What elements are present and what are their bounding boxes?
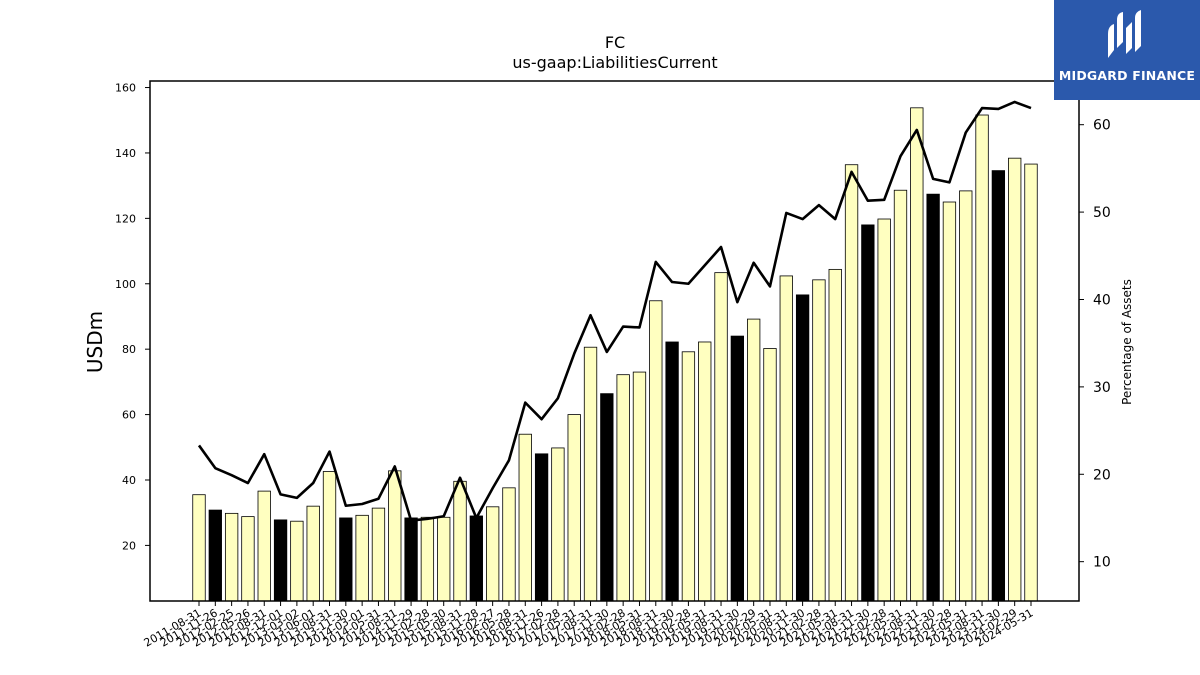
y2-tick-label-10: 10 <box>1093 555 1111 571</box>
bar-2018-11-30 <box>665 341 679 602</box>
bar-2021-02-28 <box>812 279 826 602</box>
logo-mark-icon <box>1108 10 1141 58</box>
y2-tick-label-20: 20 <box>1093 467 1111 483</box>
bar-2018-08-31 <box>649 300 663 602</box>
y-tick-label-140: 140 <box>115 147 136 160</box>
bar-2017-05-31 <box>567 414 581 602</box>
bar-2012-08-31 <box>257 490 271 602</box>
bar-2023-08-31 <box>975 114 989 602</box>
y-tick-label-100: 100 <box>115 278 136 291</box>
bar-2015-02-28 <box>420 516 435 602</box>
y-tick-label-120: 120 <box>115 212 136 225</box>
bar-2013-08-31 <box>322 471 337 602</box>
y-tick-label-20: 20 <box>122 539 136 552</box>
percentage-line <box>197 100 1032 522</box>
x-axis-ticks: 2011-08-312011-11-262012-02-252012-05-26… <box>142 601 1036 650</box>
bar-2022-05-31 <box>893 189 908 602</box>
bar-2024-05-31 <box>1024 163 1038 602</box>
bar-2019-02-28 <box>681 351 696 602</box>
bar-series <box>192 107 1038 602</box>
bar-2021-05-31 <box>828 268 842 602</box>
bar-2017-02-28 <box>551 447 565 602</box>
chart-title: FC <box>605 33 625 52</box>
bar-2019-11-30 <box>730 335 744 602</box>
bar-2024-02-29 <box>1008 157 1022 602</box>
midgard-finance-logo: MIDGARD FINANCE <box>1054 0 1200 100</box>
bar-2020-05-31 <box>763 348 777 602</box>
bar-2014-05-31 <box>371 507 386 602</box>
y2-tick-label-60: 60 <box>1093 118 1111 134</box>
bar-2012-02-25 <box>224 512 239 602</box>
bar-2019-05-31 <box>698 341 712 602</box>
y-tick-label-40: 40 <box>122 474 136 487</box>
bar-2016-11-26 <box>534 453 549 602</box>
bar-2020-02-29 <box>747 318 761 602</box>
bar-2023-02-28 <box>942 201 957 602</box>
bar-2022-02-28 <box>877 218 891 602</box>
bar-2013-11-30 <box>339 517 353 602</box>
bar-2012-12-01 <box>273 519 288 602</box>
bar-2022-08-31 <box>910 107 924 602</box>
bar-2015-08-31 <box>453 480 467 602</box>
plot-frame <box>149 80 1080 602</box>
bar-2011-11-26 <box>208 509 222 602</box>
bar-2017-08-31 <box>583 346 598 602</box>
y2-axis-label: Percentage of Assets <box>1120 279 1134 405</box>
bar-2020-11-30 <box>795 294 810 602</box>
percentage-line-series <box>197 100 1032 522</box>
bar-2012-05-26 <box>241 516 255 602</box>
bar-2011-08-31 <box>192 494 206 602</box>
bar-2023-11-30 <box>991 170 1006 602</box>
bar-2018-05-31 <box>632 371 647 602</box>
bar-2013-03-02 <box>290 520 304 602</box>
bar-2019-08-31 <box>714 272 728 602</box>
bar-2016-05-28 <box>502 487 516 602</box>
bar-2020-08-31 <box>779 275 793 602</box>
bar-2018-02-28 <box>616 374 630 602</box>
bar-2017-11-30 <box>600 393 614 602</box>
y2-tick-label-50: 50 <box>1093 205 1111 221</box>
y2-tick-label-30: 30 <box>1093 380 1111 396</box>
bar-2014-03-01 <box>355 514 369 602</box>
y2-axis-ticks: 10 20 30 40 50 60 <box>1079 118 1111 571</box>
y-tick-label-80: 80 <box>122 343 136 356</box>
bar-2013-06-01 <box>306 505 320 602</box>
y-axis-ticks: 20 40 60 80 100 120 140 160 <box>115 82 150 552</box>
bar-2016-02-27 <box>485 506 500 602</box>
bar-2021-11-30 <box>861 224 875 602</box>
bar-2016-08-31 <box>518 433 532 602</box>
chart-subtitle: us-gaap:LiabilitiesCurrent <box>512 53 717 72</box>
bar-2022-11-30 <box>926 193 940 602</box>
bar-2014-08-31 <box>388 470 402 602</box>
bar-2023-05-31 <box>959 190 973 602</box>
bar-2014-11-29 <box>404 517 418 602</box>
logo-text: MIDGARD FINANCE <box>1058 68 1196 83</box>
y-tick-label-160: 160 <box>115 82 136 95</box>
bar-2015-05-30 <box>437 516 451 602</box>
bar-2015-11-28 <box>469 515 483 602</box>
y-axis-label: USDm <box>83 311 107 373</box>
y-tick-label-60: 60 <box>122 409 136 422</box>
bar-2021-08-31 <box>844 164 859 602</box>
y2-tick-label-40: 40 <box>1093 292 1111 308</box>
